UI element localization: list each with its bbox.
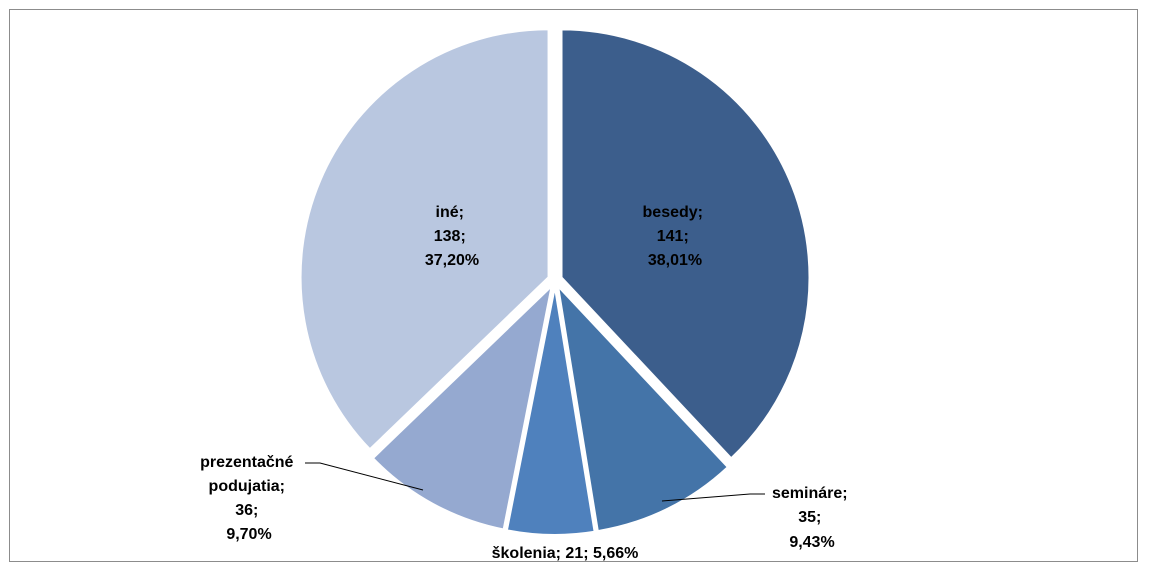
label-skolenia-text: školenia; 21; 5,66% (492, 545, 639, 562)
pie-slice-besedy (560, 28, 811, 460)
leader-line-prezentacne (305, 462, 424, 491)
label-prezentacne-line1: prezentačné (200, 454, 293, 471)
label-seminare-percent: 9,43% (789, 534, 834, 551)
label-prezentacne-value: 36; (235, 502, 258, 519)
label-prezentacne-percent: 9,70% (226, 526, 271, 543)
label-besedy-value: 141; (657, 228, 689, 245)
data-label-besedy: besedy; 141; 38,01% (643, 204, 708, 269)
label-ine-value: 138; (434, 228, 466, 245)
label-besedy-name: besedy; (643, 204, 703, 221)
label-seminare-value: 35; (798, 509, 821, 526)
label-ine-name: iné; (436, 204, 464, 221)
label-besedy-percent: 38,01% (648, 252, 702, 269)
pie-slices (299, 28, 811, 536)
pie-slice-školenia (505, 286, 596, 536)
pie-slice-semináre (556, 283, 730, 533)
data-label-skolenia: školenia; 21; 5,66% (492, 545, 639, 562)
label-ine-percent: 37,20% (425, 252, 479, 269)
data-label-prezentacne: prezentačné podujatia; 36; 9,70% (200, 454, 298, 543)
label-seminare-name: semináre; (772, 485, 848, 502)
leader-line-seminare (661, 493, 765, 502)
pie-slice-iné (299, 28, 550, 451)
data-label-seminare: semináre; 35; 9,43% (772, 485, 852, 551)
data-label-ine: iné; 138; 37,20% (425, 204, 479, 269)
label-prezentacne-line2: podujatia; (209, 478, 285, 495)
pie-slice-prezentačné-podujatia (371, 283, 554, 531)
